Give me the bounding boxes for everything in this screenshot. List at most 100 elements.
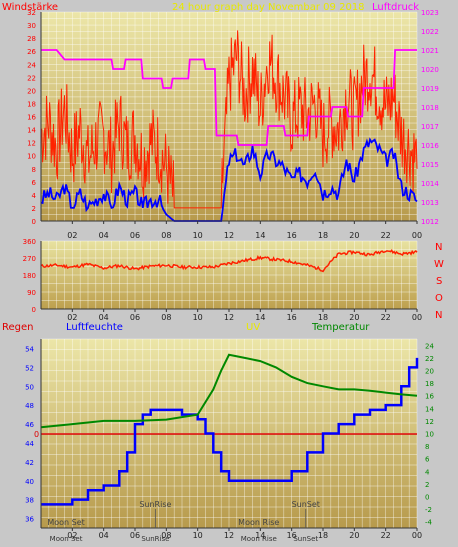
series-lines [40, 30, 419, 506]
temperature-y-tick-label: 24 [425, 342, 434, 350]
temperature-line [40, 353, 418, 429]
wind-x-tick-label: 04 [99, 231, 109, 240]
wind-gust-line [40, 30, 418, 209]
temperature-y-tick-label: 12 [425, 418, 434, 426]
hum-x-tick-label: 04 [99, 531, 109, 540]
pressure-y-tick-label: 1014 [421, 180, 439, 188]
dir-y-tick-label: 270 [23, 255, 36, 263]
wind-y-tick-label: 12 [27, 140, 36, 148]
hum-x-tick-label: 08 [161, 531, 171, 540]
compass-w: W [434, 259, 444, 270]
dir-x-tick-label: 04 [99, 313, 109, 322]
wind-y-tick-label: 18 [27, 100, 36, 108]
humidity-y-tick-label: 48 [25, 402, 34, 410]
humidity-y-tick-label: 46 [25, 421, 34, 429]
graph-date-title: 24 hour graph day Novembar 09 2018 [172, 2, 365, 13]
temperature-y-tick-label: -2 [425, 506, 432, 514]
hum-x-tick-label: 02 [67, 531, 77, 540]
temperature-y-tick-label: 10 [425, 431, 434, 439]
dir-x-tick-label: 18 [318, 313, 328, 322]
pressure-y-tick-label: 1018 [421, 104, 439, 112]
hum-x-tick-label: 12 [224, 531, 234, 540]
uv-label: UV [246, 322, 260, 333]
compass-o: O [435, 293, 443, 304]
pressure-y-tick-label: 1021 [421, 47, 439, 55]
event-bottom-label: SunRise [141, 535, 169, 543]
pressure-y-tick-label: 1012 [421, 218, 439, 226]
wind-y-tick-label: 30 [27, 22, 36, 30]
hum-x-tick-label: 14 [255, 531, 265, 540]
wind-x-tick-label: 06 [130, 231, 140, 240]
pressure-title: Luftdruck [372, 2, 419, 13]
wind-y-tick-label: 2 [32, 205, 36, 213]
humidity-y-tick-label: 36 [25, 516, 34, 524]
dir-x-tick-label: 16 [287, 313, 297, 322]
pressure-line [41, 49, 417, 146]
temperature-y-tick-label: 8 [425, 443, 429, 451]
temperature-y-tick-label: 14 [425, 405, 434, 413]
pressure-y-tick-label: 1023 [421, 9, 439, 17]
temperature-y-tick-label: 20 [425, 368, 434, 376]
pressure-y-tick-label: 1013 [421, 199, 439, 207]
hum-x-tick-label: 10 [193, 531, 203, 540]
temperature-y-tick-label: 18 [425, 380, 434, 388]
compass-n-top: N [435, 242, 442, 253]
hum-x-tick-label: 06 [130, 531, 140, 540]
wind-y-tick-label: 14 [27, 127, 36, 135]
temperature-y-tick-label: 4 [425, 468, 430, 476]
dir-x-tick-label: 14 [255, 313, 265, 322]
dir-x-tick-label: 10 [193, 313, 203, 322]
dir-y-tick-label: 360 [23, 238, 36, 246]
temperature-y-tick-label: 22 [425, 355, 434, 363]
dir-x-tick-label: 20 [349, 313, 359, 322]
hum-x-tick-label: 18 [318, 531, 328, 540]
temperature-label: Temperatur [311, 322, 370, 333]
hum-x-tick-label: 16 [287, 531, 297, 540]
pressure-y-tick-label: 1019 [421, 85, 439, 93]
wind-y-tick-label: 8 [32, 166, 36, 174]
wind-x-tick-label: 16 [287, 231, 297, 240]
pressure-y-tick-label: 1016 [421, 142, 439, 150]
wind-x-tick-label: 12 [224, 231, 234, 240]
humidity-y-tick-label: 52 [25, 364, 34, 372]
compass-n-bottom: N [435, 310, 442, 321]
temperature-y-tick-label: 0 [425, 494, 429, 502]
humidity-label: Luftfeuchte [66, 322, 123, 333]
wind-y-tick-label: 10 [27, 153, 36, 161]
event-label: Moon Rise [238, 518, 279, 527]
wind-x-tick-label: 08 [161, 231, 171, 240]
event-label: SunSet [292, 500, 320, 509]
wind-y-tick-label: 20 [27, 87, 36, 95]
humidity-y-tick-label: 50 [25, 383, 34, 391]
wind-avg-line [40, 137, 418, 222]
temperature-y-tick-label: 2 [425, 481, 429, 489]
wind-x-tick-label: 00 [412, 231, 422, 240]
rain-label: Regen [2, 322, 34, 333]
wind-y-tick-label: 32 [27, 9, 36, 17]
temperature-y-tick-label: -4 [425, 519, 433, 527]
dir-y-tick-label: 0 [32, 306, 36, 314]
compass-s: S [436, 276, 442, 287]
wind-y-tick-label: 22 [27, 74, 36, 82]
rain-zero-tick: 0 [34, 430, 39, 439]
wind-x-tick-label: 22 [381, 231, 391, 240]
event-bottom-label: SunSet [293, 535, 318, 543]
wind-title: Windstärke [2, 2, 58, 13]
hum-x-tick-label: 20 [349, 531, 359, 540]
humidity-y-tick-label: 54 [25, 345, 34, 353]
temperature-y-tick-label: 6 [425, 456, 430, 464]
humidity-y-tick-label: 40 [25, 478, 34, 486]
dir-y-tick-label: 180 [23, 272, 36, 280]
event-label: Moon Set [47, 518, 84, 527]
humidity-y-tick-label: 42 [25, 459, 34, 467]
wind-x-tick-label: 14 [255, 231, 265, 240]
wind-y-tick-label: 28 [27, 35, 36, 43]
wind-y-tick-label: 0 [32, 218, 36, 226]
dir-x-tick-label: 00 [412, 313, 422, 322]
pressure-y-tick-label: 1022 [421, 28, 439, 36]
wind-y-tick-label: 16 [27, 114, 36, 122]
wind-y-tick-label: 6 [32, 179, 37, 187]
pressure-y-tick-label: 1020 [421, 66, 439, 74]
